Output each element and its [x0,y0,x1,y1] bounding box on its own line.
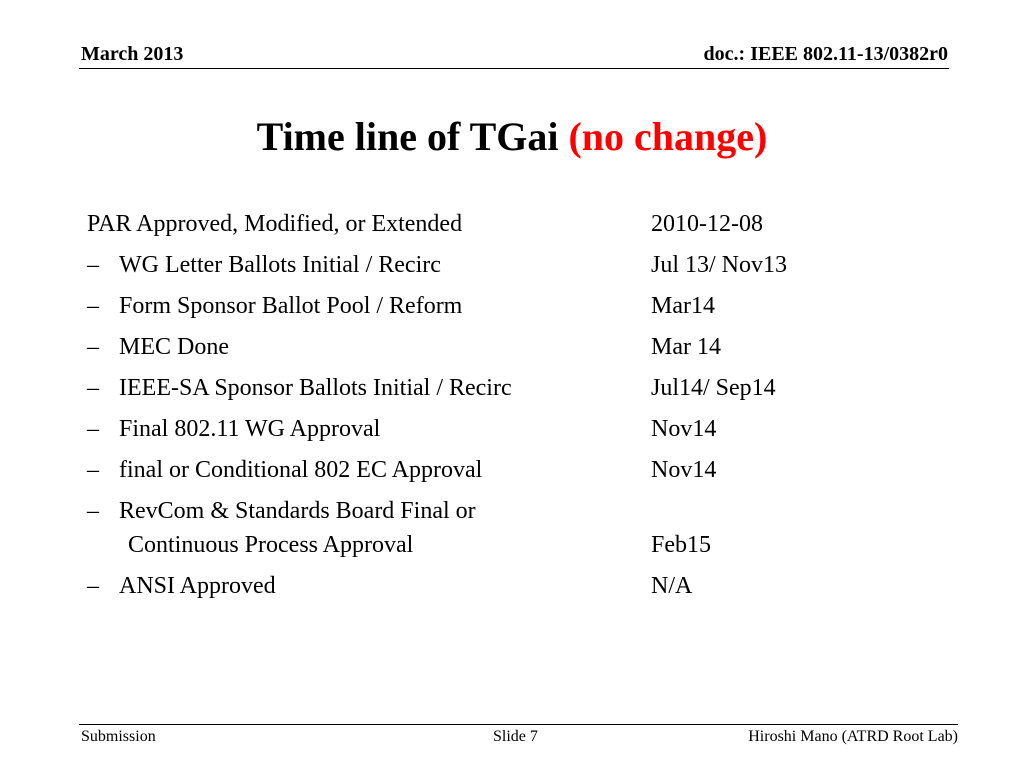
footer-submission: Submission [81,728,156,745]
bullet-dash: – [87,293,99,319]
timeline-date: Nov14 [651,457,717,483]
timeline-date: 2010-12-08 [651,211,763,237]
timeline-label: Final 802.11 WG Approval [119,416,381,442]
bullet-dash: – [87,573,99,599]
timeline-label: final or Conditional 802 EC Approval [119,457,483,483]
header-divider [79,68,949,69]
timeline-date: Jul14/ Sep14 [651,375,776,401]
timeline-label: WG Letter Ballots Initial / Recirc [119,252,441,278]
footer-slide-number: Slide 7 [493,728,538,745]
bullet-dash: – [87,334,99,360]
header-doc-id: doc.: IEEE 802.11-13/0382r0 [703,43,948,65]
timeline-date: Nov14 [651,416,717,442]
timeline-label: ANSI Approved [119,573,276,599]
timeline-date: Feb15 [651,532,711,558]
timeline-date: Mar 14 [651,334,721,360]
timeline-date: Mar14 [651,293,715,319]
slide-title-highlight: (no change) [568,114,768,159]
timeline-label: IEEE-SA Sponsor Ballots Initial / Recirc [119,375,512,401]
footer-author: Hiroshi Mano (ATRD Root Lab) [748,728,958,745]
bullet-dash: – [87,498,99,524]
timeline-label: MEC Done [119,334,229,360]
bullet-dash: – [87,457,99,483]
bullet-dash: – [87,252,99,278]
header-date: March 2013 [81,43,184,65]
bullet-dash: – [87,416,99,442]
timeline-label: Form Sponsor Ballot Pool / Reform [119,293,463,319]
footer-divider [79,724,958,725]
slide-title: Time line of TGai (no change) [0,112,1024,162]
slide-title-main: Time line of TGai [256,114,559,159]
timeline-date: N/A [651,573,693,599]
timeline-label-continuation: Continuous Process Approval [128,532,414,558]
timeline-date: Jul 13/ Nov13 [651,252,788,278]
timeline-label: PAR Approved, Modified, or Extended [87,211,463,237]
timeline-label: RevCom & Standards Board Final or [119,498,476,524]
bullet-dash: – [87,375,99,401]
